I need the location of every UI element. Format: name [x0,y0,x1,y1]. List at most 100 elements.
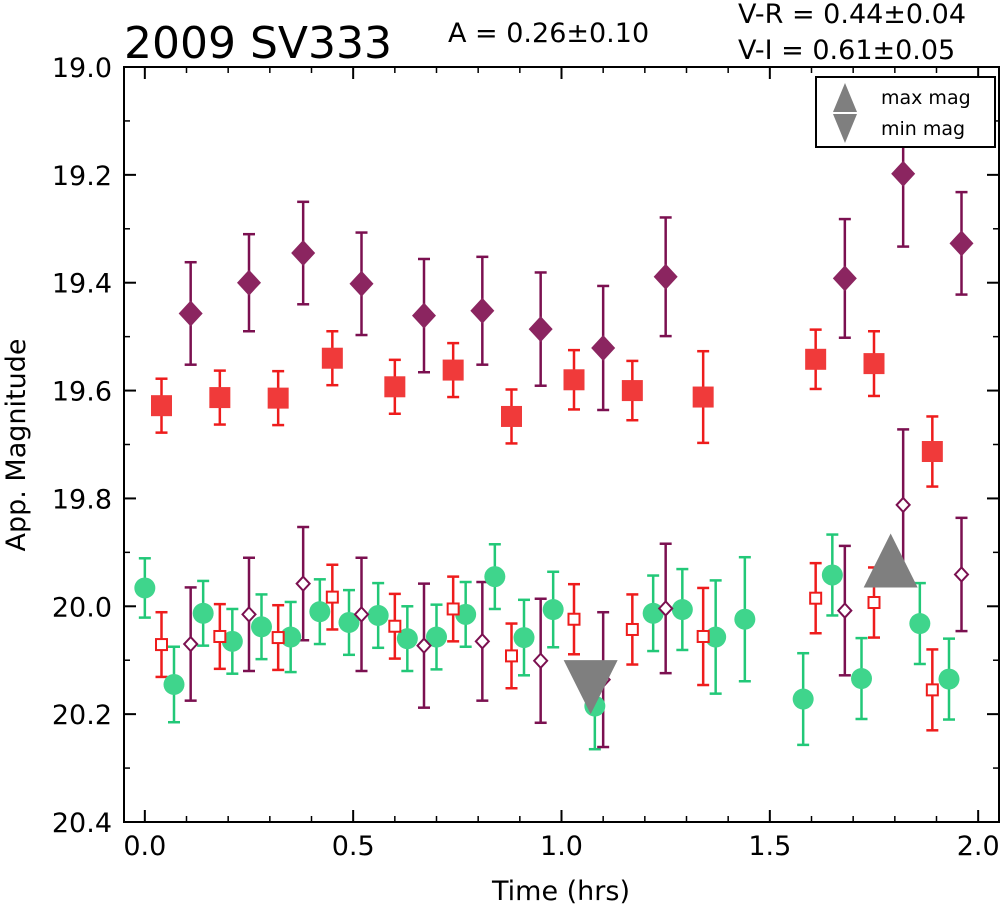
plot-frame [123,66,1000,823]
data-point [155,638,168,652]
data-point [657,599,674,617]
y-tick-label: 19.2 [52,161,112,192]
data-marks [134,99,974,751]
data-point [446,602,460,616]
data-point [809,591,823,605]
min-mag-marker [563,660,618,715]
data-point [953,565,970,583]
data-point [528,316,553,343]
chart-title: 2009 SV333 [124,18,392,69]
y-tick-label: 19.0 [52,53,112,84]
data-point [863,353,885,375]
data-point [851,668,872,690]
data-point [474,632,491,650]
data-point [705,626,727,648]
data-point [241,605,257,623]
data-point [213,629,227,643]
color-index-vi: V-I = 0.61±0.05 [738,35,955,66]
data-point [792,688,814,710]
data-point [921,441,943,463]
data-point [591,334,616,361]
data-point [949,230,974,257]
data-point [384,376,406,398]
data-point [271,631,285,645]
legend-max-mag: max mag [881,87,971,109]
data-point [909,613,931,635]
data-point [134,577,156,599]
data-point [836,602,853,620]
data-point [625,622,639,636]
data-point [321,347,343,369]
legend-min-mag: min mag [881,118,965,140]
data-point [532,652,549,670]
data-point [412,302,436,329]
data-point [734,608,756,630]
max-mag-marker [863,533,918,588]
data-point [563,369,585,391]
data-point [696,629,710,643]
data-point [542,599,564,621]
data-point [280,626,302,648]
data-point [338,611,360,633]
data-point [567,612,581,626]
y-axis-label: App. Magnitude [1,339,32,552]
x-tick-label: 2.0 [957,831,1000,862]
data-point [237,269,261,296]
data-point [455,603,477,625]
x-tick-label: 0.0 [123,831,166,862]
data-point [209,387,231,409]
x-tick-label: 1.0 [540,831,583,862]
data-point [353,605,370,623]
data-point [938,668,960,690]
data-point [821,564,843,586]
data-point [178,300,203,327]
y-tick-label: 19.4 [52,269,112,300]
data-point [267,387,289,409]
data-point [182,635,199,653]
data-point [291,240,316,267]
data-point [367,604,389,626]
data-point [221,630,243,652]
data-point [501,405,522,427]
data-point [891,160,916,187]
x-tick-label: 0.5 [332,831,375,862]
data-point [349,270,374,297]
y-tick-label: 20.2 [52,700,112,731]
data-point [396,628,418,650]
y-tick-label: 19.6 [52,377,112,408]
data-point [251,616,272,638]
x-tick-label: 1.5 [748,831,791,862]
y-tick-label: 20.4 [52,808,112,839]
max-mag-legend-icon [833,83,857,112]
data-point [388,619,402,633]
data-point [653,263,678,290]
data-point [925,683,939,697]
data-point [309,601,331,623]
axis-ticks: 0.0 0.5 1.0 1.5 2.0 19.0 19.2 19.4 19.6 19.8 20.0 2… [52,53,1000,862]
data-point [805,348,827,370]
data-point [470,297,495,324]
data-point [621,380,643,402]
data-point [513,627,535,649]
data-point [426,626,447,648]
color-index-vr: V-R = 0.44±0.04 [738,0,966,30]
legend: max mag min mag [815,76,996,148]
data-point [325,590,339,604]
data-point [484,566,506,588]
data-point [867,596,881,610]
data-point [505,649,518,663]
data-point [416,637,432,655]
data-point [832,265,857,292]
data-point [192,602,214,624]
data-point [671,599,693,621]
data-point [163,673,185,695]
data-point [692,386,714,408]
y-tick-label: 20.0 [52,592,112,623]
data-point [151,395,172,417]
min-mag-legend-icon [833,114,857,143]
amplitude-label: A = 0.26±0.10 [448,18,649,49]
data-point [295,575,312,593]
data-point [895,496,912,514]
data-point [442,359,464,381]
